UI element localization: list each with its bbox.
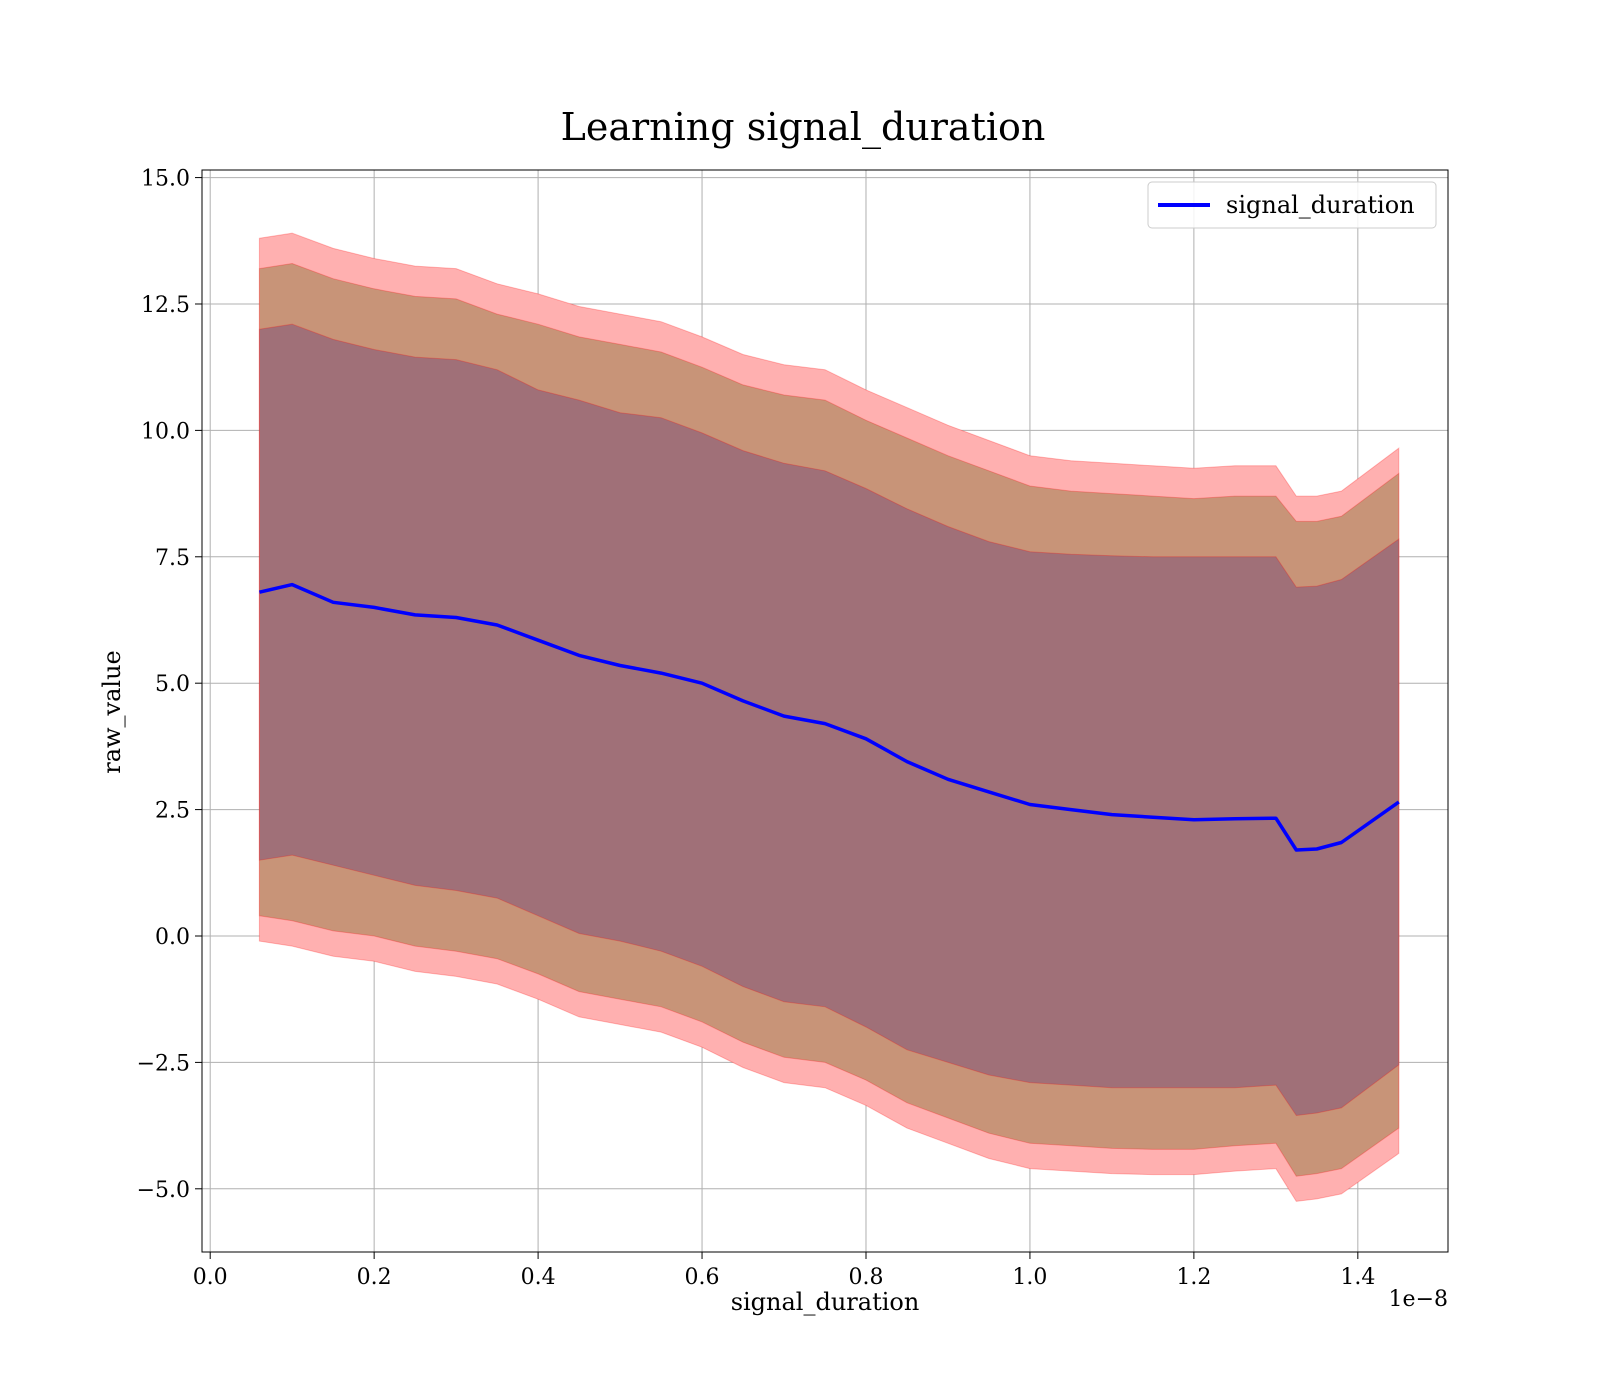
- legend-box: [1147, 181, 1437, 229]
- x-axis-offset-label: 1e−8: [1389, 1287, 1448, 1312]
- chart-title: Learning signal_duration: [561, 105, 1046, 150]
- y-tick-label: 7.5: [155, 546, 190, 571]
- y-tick-label: 12.5: [141, 293, 190, 318]
- x-tick-label: 0.6: [685, 1265, 720, 1290]
- x-tick-label: 1.0: [1012, 1265, 1047, 1290]
- y-tick-label: −5.0: [137, 1178, 190, 1203]
- x-tick-label: 1.4: [1340, 1265, 1375, 1290]
- legend: signal_duration: [1147, 181, 1437, 229]
- y-tick-label: 10.0: [141, 419, 190, 444]
- x-tick-label: 1.2: [1176, 1265, 1211, 1290]
- y-tick-label: 15.0: [141, 167, 190, 192]
- x-axis: 0.0 0.2 0.4 0.6 0.8 1.0 1.2 1.4: [193, 1252, 1375, 1290]
- confidence-band-3: [258, 323, 1400, 1117]
- x-tick-label: 0.8: [848, 1265, 883, 1290]
- legend-label: signal_duration: [1226, 191, 1415, 219]
- y-tick-label: 2.5: [155, 799, 190, 824]
- plot-frame: [201, 169, 1449, 1253]
- x-tick-label: 0.0: [193, 1265, 228, 1290]
- y-axis: −5.0 −2.5 0.0 2.5 5.0 7.5 10.0 12.5 15.0: [137, 167, 202, 1203]
- series-lines: [259, 582, 1400, 852]
- series-line-signal_duration: [259, 582, 1400, 852]
- y-tick-label: −2.5: [137, 1051, 190, 1076]
- bands: [258, 232, 1400, 1202]
- plot-area: [201, 169, 1449, 1253]
- x-axis-label: signal_duration: [731, 1288, 920, 1316]
- y-tick-label: 0.0: [155, 925, 190, 950]
- y-tick-label: 5.0: [155, 672, 190, 697]
- x-tick-label: 0.4: [521, 1265, 556, 1290]
- x-tick-label: 0.2: [357, 1265, 392, 1290]
- y-axis-label: raw_value: [98, 650, 126, 774]
